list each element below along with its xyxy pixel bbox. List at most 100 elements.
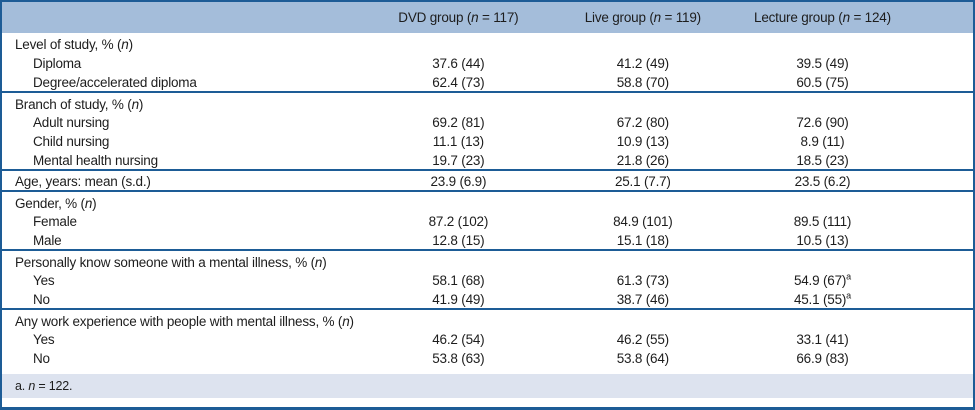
cell-value: 87.2 (102) bbox=[428, 214, 489, 229]
row-label: Yes bbox=[33, 273, 55, 288]
cell-value bbox=[370, 91, 546, 113]
cell-value bbox=[740, 33, 905, 54]
cell-value: 61.3 (73) bbox=[616, 273, 669, 288]
row-label: Yes bbox=[33, 332, 55, 347]
column-header-lecture-group: Lecture group (n = 124) bbox=[739, 2, 905, 33]
section-label: Gender, % (n) bbox=[2, 190, 371, 212]
table-row: Yes 58.1 (68) 61.3 (73) 54.9 (67)a bbox=[2, 271, 973, 290]
table-row: Child nursing 11.1 (13) 10.9 (13) 8.9 (11) bbox=[2, 132, 973, 151]
cell-value: 41.9 (49) bbox=[432, 291, 485, 307]
cell-value: 23.9 (6.9) bbox=[370, 169, 546, 191]
row-label: Diploma bbox=[33, 56, 82, 71]
label-n: n bbox=[131, 96, 140, 112]
spacer-cell bbox=[905, 249, 973, 271]
table-row: Yes 46.2 (54) 46.2 (55) 33.1 (41) bbox=[2, 330, 973, 349]
cell-value: 69.2 (81) bbox=[432, 115, 485, 130]
cell-value bbox=[545, 190, 740, 212]
cell-value bbox=[371, 33, 546, 54]
column-header-dvd-group: DVD group (n = 117) bbox=[370, 2, 546, 33]
row-label: Female bbox=[33, 214, 77, 229]
cell-value: 39.5 (49) bbox=[796, 56, 849, 71]
cell-value: 72.6 (90) bbox=[796, 115, 849, 130]
row-label: No bbox=[33, 291, 50, 307]
footnote-n: n bbox=[28, 379, 36, 393]
row-label: Adult nursing bbox=[33, 115, 110, 130]
cell-value: 62.4 (73) bbox=[432, 74, 485, 90]
spacer-cell bbox=[905, 132, 973, 151]
row-label: Mental health nursing bbox=[33, 152, 158, 168]
section-header-row: Personally know someone with a mental il… bbox=[2, 249, 973, 271]
cell-value bbox=[739, 190, 905, 212]
table-row: No 53.8 (63) 53.8 (64) 66.9 (83) bbox=[2, 349, 973, 368]
row-label: No bbox=[33, 351, 50, 366]
label-n: n bbox=[121, 37, 129, 52]
label-n: n bbox=[342, 313, 350, 329]
cell-value: 19.7 (23) bbox=[432, 152, 485, 168]
spacer-cell bbox=[905, 231, 973, 250]
table-row: No 41.9 (49) 38.7 (46) 45.1 (55)a bbox=[2, 290, 973, 309]
footnote-marker: a. bbox=[15, 379, 29, 393]
header-row: DVD group (n = 117) Live group (n = 119)… bbox=[2, 2, 973, 33]
cell-value: 8.9 (11) bbox=[800, 134, 845, 149]
table-row: Male 12.8 (15) 15.1 (18) 10.5 (13) bbox=[2, 231, 973, 250]
cell-value: 38.7 (46) bbox=[616, 291, 669, 307]
cell-value: 15.1 (18) bbox=[616, 232, 669, 248]
column-header-count: = 124) bbox=[849, 10, 891, 25]
cell-value bbox=[370, 249, 546, 271]
cell-value bbox=[370, 308, 546, 330]
spacer-cell bbox=[905, 290, 973, 309]
cell-value: 53.8 (64) bbox=[616, 351, 669, 366]
cell-value bbox=[739, 249, 905, 271]
section-header-row: Branch of study, % (n) bbox=[2, 91, 973, 113]
header-label-cell bbox=[2, 2, 371, 33]
section-header-row: Any work experience with people with men… bbox=[2, 308, 973, 330]
spacer-cell bbox=[905, 33, 973, 54]
spacer-cell bbox=[905, 113, 973, 132]
cell-value bbox=[370, 190, 546, 212]
cell-value: 60.5 (75) bbox=[796, 74, 849, 90]
row-label: Degree/accelerated diploma bbox=[33, 74, 197, 90]
cell-value: 11.1 (13) bbox=[432, 134, 484, 149]
footnote-ref: a bbox=[846, 290, 851, 300]
column-header-text: Lecture group ( bbox=[754, 10, 843, 25]
section-header-row: Level of study, % (n) bbox=[2, 33, 973, 54]
spacer-cell bbox=[905, 271, 973, 290]
label-n: n bbox=[314, 254, 323, 270]
table-row: Degree/accelerated diploma 62.4 (73) 58.8 … bbox=[2, 73, 973, 92]
cell-value: 23.5 (6.2) bbox=[739, 169, 905, 191]
cell-value: 21.8 (26) bbox=[616, 152, 669, 168]
cell-value bbox=[545, 249, 740, 271]
cell-value: 53.8 (63) bbox=[432, 351, 485, 366]
cell-value: 10.9 (13) bbox=[616, 134, 669, 149]
table-row: Female 87.2 (102) 84.9 (101) 89.5 (111) bbox=[2, 212, 973, 231]
cell-value: 67.2 (80) bbox=[616, 115, 669, 130]
cell-value: 12.8 (15) bbox=[432, 232, 485, 248]
cell-value: 33.1 (41) bbox=[796, 332, 849, 347]
column-header-text: Live group ( bbox=[584, 10, 654, 25]
spacer-cell bbox=[905, 54, 973, 73]
cell-value: 46.2 (55) bbox=[616, 332, 669, 347]
section-label: Branch of study, % (n) bbox=[2, 91, 371, 113]
column-header-text: DVD group ( bbox=[398, 10, 472, 25]
table-body: Level of study, % (n) Diploma 37.6 (44) 41.… bbox=[2, 33, 973, 368]
table-row: Adult nursing 69.2 (81) 67.2 (80) 72.6 (90) bbox=[2, 113, 973, 132]
spacer-cell bbox=[905, 212, 973, 231]
footnote: a. n = 122. bbox=[2, 374, 973, 398]
column-header-n: n bbox=[653, 10, 662, 25]
label-n: n bbox=[84, 195, 93, 211]
column-header-n: n bbox=[471, 10, 479, 25]
cell-value: 84.9 (101) bbox=[613, 214, 673, 229]
spacer-cell bbox=[905, 330, 973, 349]
section-header-row: Age, years: mean (s.d.) 23.9 (6.9) 25.1 (7… bbox=[2, 169, 973, 191]
section-header-row: Gender, % (n) bbox=[2, 190, 973, 212]
cell-value bbox=[739, 308, 905, 330]
cell-value: 25.1 (7.7) bbox=[545, 169, 740, 191]
column-header-n: n bbox=[842, 10, 851, 25]
cell-value: 58.8 (70) bbox=[616, 74, 669, 90]
cell-value: 89.5 (111) bbox=[793, 214, 852, 229]
row-label: Child nursing bbox=[33, 134, 110, 149]
cell-value: 66.9 (83) bbox=[796, 351, 849, 366]
spacer-cell bbox=[905, 308, 973, 330]
spacer-cell bbox=[905, 73, 973, 92]
